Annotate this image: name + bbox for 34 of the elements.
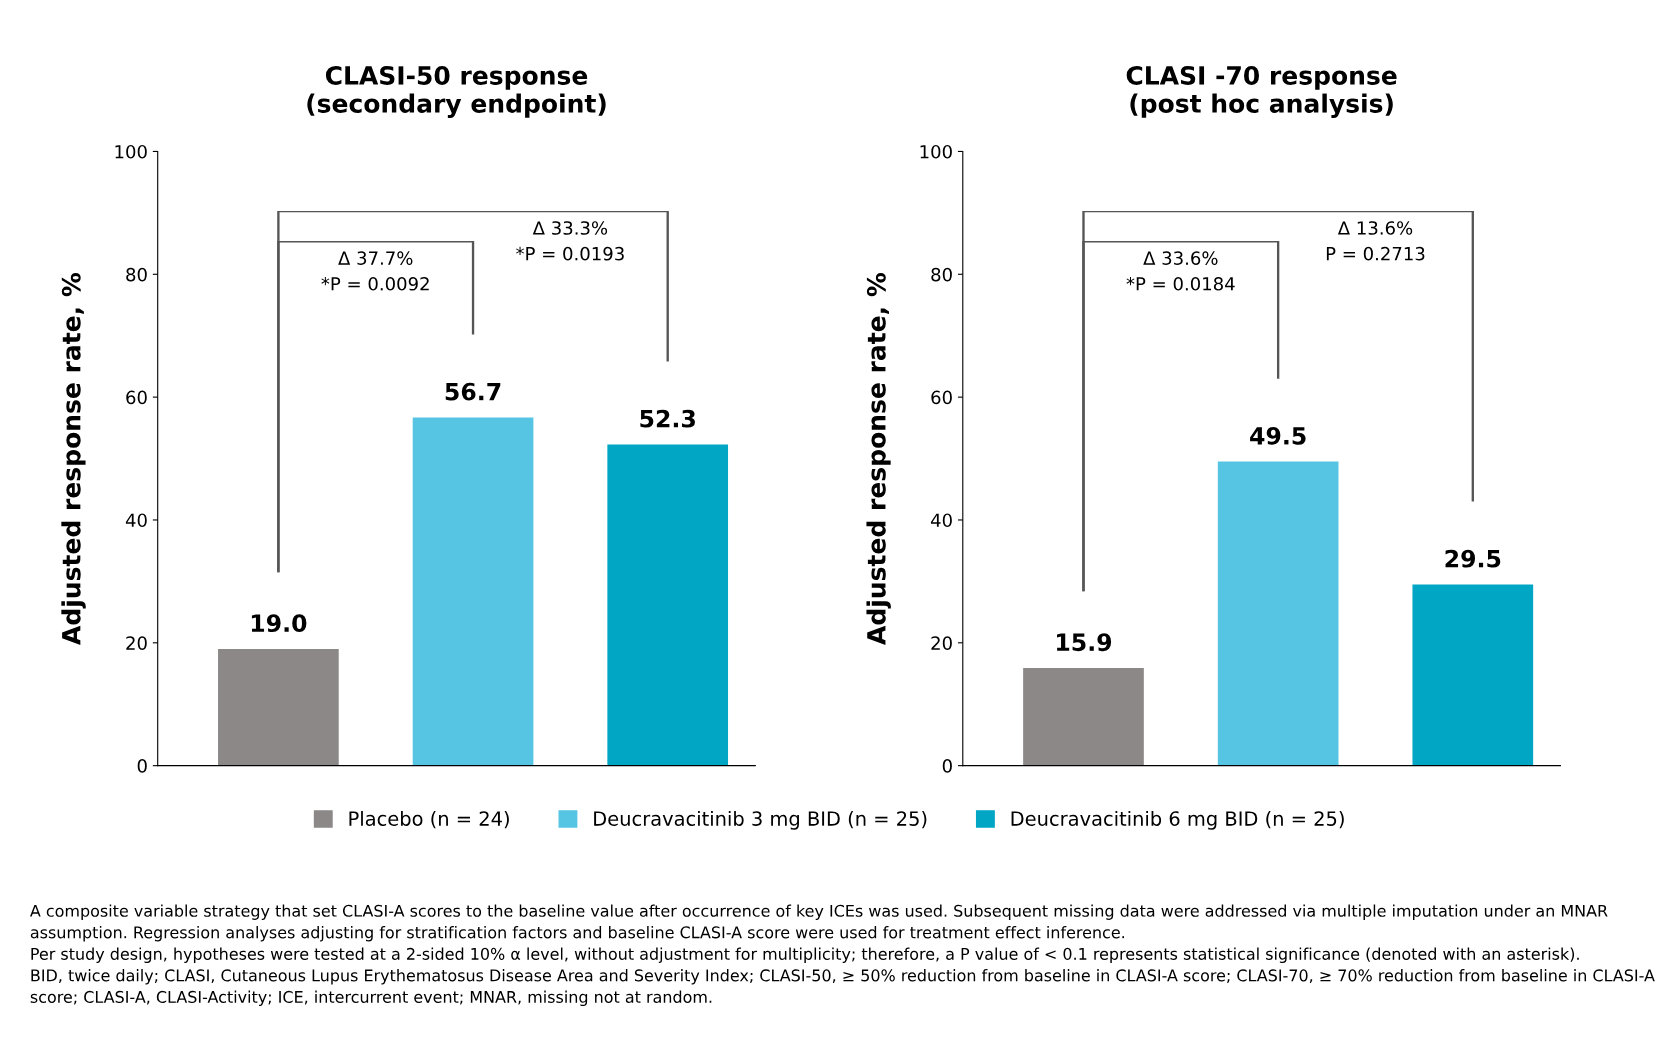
legend-label: Placebo (n = 24) (349, 810, 509, 829)
y-tick-label: 20 (126, 636, 147, 650)
annotation: Δ 33.3% *P = 0.0193 (516, 221, 624, 261)
annotation: Δ 33.6% *P = 0.0184 (1126, 251, 1235, 291)
data-label: 56.7 (445, 382, 501, 401)
y-axis-title: Adjusted response rate, % (866, 272, 891, 645)
y-tick-label: 100 (920, 144, 952, 159)
y-tick-label: 60 (126, 390, 147, 405)
bar (1023, 668, 1144, 766)
annotation: Δ 37.7% *P = 0.0092 (321, 251, 429, 291)
annotation: Δ 13.6% P = 0.2713 (1326, 221, 1425, 261)
y-tick-label: 0 (137, 759, 147, 773)
bar (1412, 584, 1534, 766)
y-tick-label: 60 (931, 390, 952, 405)
legend-label: Deucravacitinib 6 mg BID (n = 25) (1011, 810, 1344, 830)
y-tick-label: 40 (930, 513, 952, 528)
text: A composite variable strategy that set CLASI-A scores to the baseline value after occurrence of key ICEs was used. Subsequent missing data were addressed via multiple imputation under an MNAR assumption. Regression analyses adjusting for stratification factors and baseline CLASI-A score were used for treatment effect inference. Per study design, hypotheses were tested at a 2-sided 10% α level, without adjustment for multiplicity; therefore, a P value of < 0.1 represents statistical significance (denoted with an asterisk). BID, twice daily; CLASI, Cutaneous Lupus Erythematosus Disease Area and Severity Index; CLASI-50, ≥ 50% reduction from baseline in CLASI-A score; CLASI-70, ≥ 70% reduction from baseline in CLASI-A score; CLASI-A, CLASI-Activity; ICE, intercurrent event; MNAR, missing not at random. (30, 904, 1655, 1007)
chart-title: CLASI -70 response (post hoc analysis) (1126, 66, 1397, 118)
y-axis-title: Adjusted response rate, % (61, 272, 86, 645)
data-label: 19.0 (251, 614, 307, 633)
y-tick-label: 0 (942, 759, 952, 773)
bar (607, 444, 729, 766)
y-tick-label: 80 (931, 267, 952, 282)
data-label: 49.5 (1250, 426, 1306, 445)
y-tick-label: 20 (931, 636, 952, 650)
legend-label: Deucravacitinib 3 mg BID (n = 25) (594, 810, 927, 830)
bar (218, 648, 339, 766)
data-label: 52.3 (640, 409, 695, 428)
data-label: 15.9 (1057, 633, 1112, 652)
y-tick-label: 100 (115, 144, 147, 159)
y-tick-label: 80 (126, 267, 147, 282)
y-tick-label: 40 (125, 513, 147, 528)
data-label: 29.5 (1445, 549, 1501, 568)
chart-title: CLASI-50 response (secondary endpoint) (307, 66, 606, 118)
